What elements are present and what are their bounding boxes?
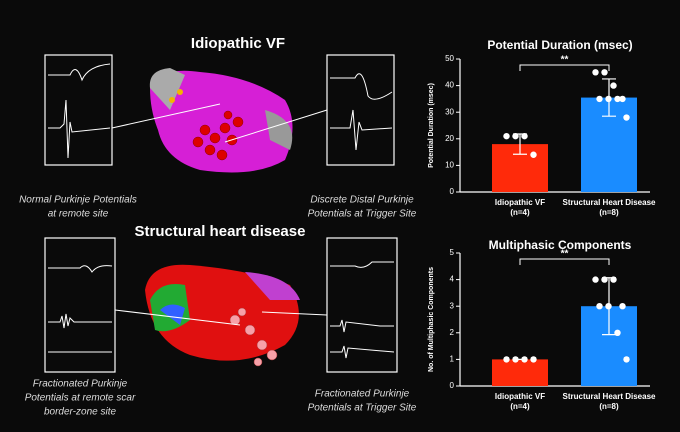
caption: at remote site xyxy=(48,209,109,220)
caption: Potentials at Trigger Site xyxy=(308,403,417,414)
data-point xyxy=(605,303,612,310)
data-point xyxy=(596,95,603,103)
data-point xyxy=(614,329,621,336)
caption: border-zone site xyxy=(44,407,117,418)
y-tick-label: 2 xyxy=(450,328,455,337)
data-point xyxy=(623,114,630,121)
data-point xyxy=(503,132,510,140)
connector xyxy=(114,309,241,326)
egm-trace xyxy=(330,109,393,151)
chart-title: Potential Duration (msec) xyxy=(487,38,632,52)
y-tick-label: 0 xyxy=(450,381,455,390)
x-tick-label: Idiopathic VF xyxy=(495,198,545,207)
chart-title: Multiphasic Components xyxy=(489,238,632,252)
egm-box xyxy=(326,237,398,373)
heart-map xyxy=(265,110,293,150)
caption: Potentials at Trigger Site xyxy=(308,209,417,220)
caption: Fractionated Purkinje xyxy=(33,379,128,390)
x-tick-label: Structural Heart Disease xyxy=(563,392,656,401)
heart-map xyxy=(160,304,185,325)
panel-title: Idiopathic VF xyxy=(191,35,285,52)
egm-trace xyxy=(330,345,395,359)
egm-trace xyxy=(330,261,394,268)
y-tick-label: 4 xyxy=(450,275,455,284)
bar xyxy=(492,359,548,386)
data-point xyxy=(503,356,510,363)
data-point xyxy=(592,69,599,76)
y-tick-label: 3 xyxy=(450,301,455,310)
heart-map xyxy=(245,272,300,300)
connector xyxy=(261,311,328,316)
significance-bracket xyxy=(519,258,610,265)
egm-trace xyxy=(330,73,393,100)
egm-trace xyxy=(48,313,112,329)
data-point xyxy=(530,356,537,363)
data-point xyxy=(605,95,612,103)
y-tick-label: 50 xyxy=(445,54,454,63)
sample-size: (n=4) xyxy=(510,208,530,217)
marker xyxy=(169,97,175,103)
caption: Normal Purkinje Potentials xyxy=(19,195,137,206)
egm-trace xyxy=(48,63,111,82)
data-point xyxy=(601,69,608,76)
data-point xyxy=(601,276,608,283)
y-tick-label: 1 xyxy=(450,355,455,364)
y-tick-label: 10 xyxy=(445,161,454,170)
egm-trace xyxy=(48,265,113,273)
significance-label: ** xyxy=(561,249,569,260)
y-tick-label: 30 xyxy=(445,107,454,116)
y-tick-label: 5 xyxy=(450,248,455,257)
data-point xyxy=(610,276,617,283)
egm-box xyxy=(44,237,116,373)
significance-bracket xyxy=(519,64,610,71)
sample-size: (n=8) xyxy=(599,208,619,217)
data-point xyxy=(623,356,630,363)
ablation-points xyxy=(229,307,278,367)
x-tick-label: Idiopathic VF xyxy=(495,392,545,401)
connector xyxy=(111,103,221,129)
caption: Potentials at remote scar xyxy=(25,393,136,404)
data-point xyxy=(592,276,599,283)
connector xyxy=(224,109,328,143)
x-tick-label: Structural Heart Disease xyxy=(563,198,656,207)
data-point xyxy=(521,132,528,140)
significance-label: ** xyxy=(561,55,569,66)
data-point xyxy=(596,303,603,310)
y-axis-label: No. of Multiphasic Components xyxy=(428,267,435,372)
y-tick-label: 0 xyxy=(450,187,455,196)
heart-map xyxy=(150,70,293,173)
heart-map xyxy=(149,68,185,110)
y-axis-label: Potential Duration (msec) xyxy=(428,83,435,168)
caption: Discrete Distal Purkinje xyxy=(310,195,414,206)
egm-trace xyxy=(48,99,111,159)
caption: Fractionated Purkinje xyxy=(315,389,410,400)
data-point xyxy=(512,132,519,140)
egm-box xyxy=(44,54,113,166)
data-point xyxy=(619,303,626,310)
data-point xyxy=(619,95,626,103)
data-point xyxy=(521,356,528,363)
y-tick-label: 20 xyxy=(445,134,454,143)
sample-size: (n=8) xyxy=(599,402,619,411)
egm-trace xyxy=(330,319,394,333)
data-point xyxy=(614,95,621,103)
data-point xyxy=(610,82,617,89)
panel-title: Structural heart disease xyxy=(135,223,306,240)
marker xyxy=(177,89,183,95)
y-tick-label: 40 xyxy=(445,81,454,90)
sample-size: (n=4) xyxy=(510,402,530,411)
data-point xyxy=(530,151,537,158)
data-point xyxy=(512,356,519,363)
